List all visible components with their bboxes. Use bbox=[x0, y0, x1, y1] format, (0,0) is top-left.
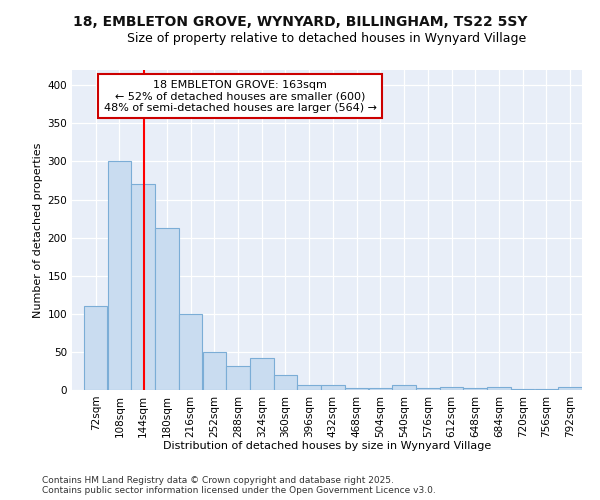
Bar bbox=[463, 388, 487, 390]
Text: 18, EMBLETON GROVE, WYNYARD, BILLINGHAM, TS22 5SY: 18, EMBLETON GROVE, WYNYARD, BILLINGHAM,… bbox=[73, 15, 527, 29]
Bar bbox=[440, 387, 463, 390]
Title: Size of property relative to detached houses in Wynyard Village: Size of property relative to detached ho… bbox=[127, 32, 527, 45]
Bar bbox=[368, 388, 392, 390]
X-axis label: Distribution of detached houses by size in Wynyard Village: Distribution of detached houses by size … bbox=[163, 441, 491, 451]
Text: Contains HM Land Registry data © Crown copyright and database right 2025.
Contai: Contains HM Land Registry data © Crown c… bbox=[42, 476, 436, 495]
Bar bbox=[131, 184, 155, 390]
Y-axis label: Number of detached properties: Number of detached properties bbox=[33, 142, 43, 318]
Bar bbox=[250, 358, 274, 390]
Bar bbox=[345, 388, 368, 390]
Bar bbox=[107, 162, 131, 390]
Text: 18 EMBLETON GROVE: 163sqm
← 52% of detached houses are smaller (600)
48% of semi: 18 EMBLETON GROVE: 163sqm ← 52% of detac… bbox=[104, 80, 377, 113]
Bar bbox=[535, 389, 558, 390]
Bar bbox=[487, 387, 511, 390]
Bar bbox=[416, 388, 440, 390]
Bar bbox=[226, 366, 250, 390]
Bar bbox=[392, 386, 416, 390]
Bar bbox=[179, 314, 202, 390]
Bar bbox=[321, 384, 344, 390]
Bar bbox=[559, 387, 582, 390]
Bar bbox=[155, 228, 179, 390]
Bar bbox=[203, 352, 226, 390]
Bar bbox=[274, 375, 297, 390]
Bar bbox=[298, 384, 321, 390]
Bar bbox=[511, 389, 535, 390]
Bar bbox=[84, 306, 107, 390]
